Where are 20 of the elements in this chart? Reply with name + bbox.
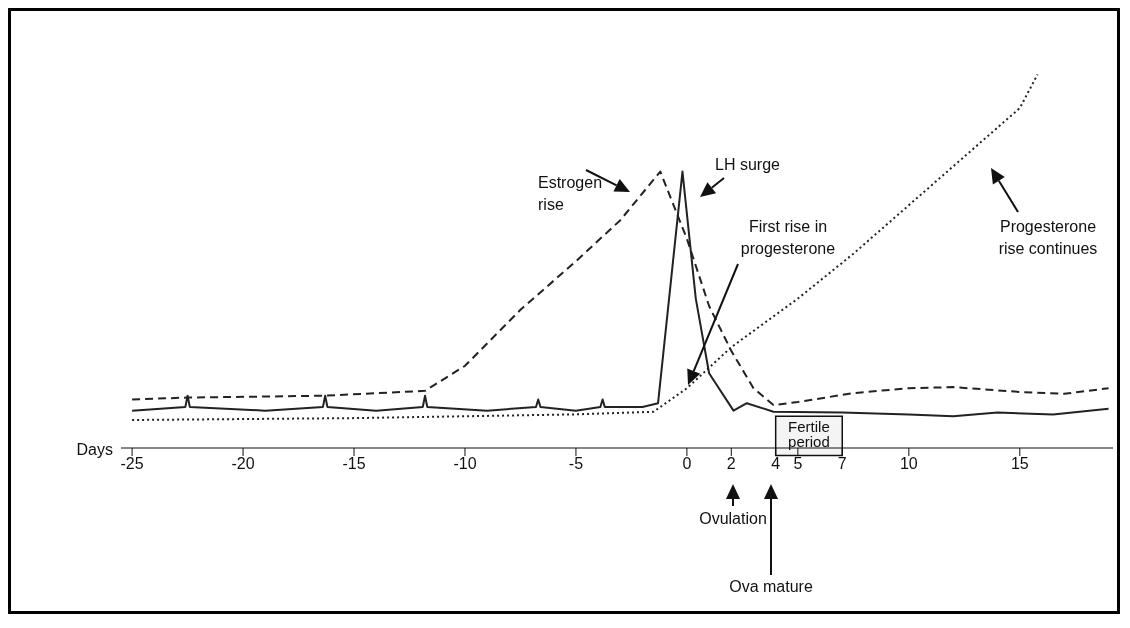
x-axis-title: Days — [76, 440, 113, 458]
x-tick-label: -10 — [453, 455, 477, 473]
text: Ova mature — [729, 578, 813, 595]
annotation: First rise in progesterone — [740, 218, 836, 257]
x-tick-label: 10 — [899, 455, 918, 473]
x-tick-label: 15 — [1010, 455, 1029, 473]
band-label: Fertile period — [788, 418, 830, 450]
annotation: Progesterone rise continues — [998, 218, 1098, 257]
x-tick-label: 2 — [726, 455, 736, 473]
x-tick-label: -5 — [568, 455, 584, 473]
x-tick-label: -15 — [342, 455, 366, 473]
x-tick-label: 4 — [771, 455, 781, 473]
x-tick-label: 0 — [682, 455, 692, 473]
annotation: Estrogen rise — [538, 174, 603, 213]
text: Ovulation — [699, 510, 767, 527]
annotation: LH surge — [715, 156, 781, 173]
x-tick-label: -25 — [120, 455, 144, 473]
x-tick-label: 7 — [837, 455, 847, 473]
x-tick-label: -20 — [231, 455, 255, 473]
x-tick-label: 5 — [793, 455, 803, 473]
